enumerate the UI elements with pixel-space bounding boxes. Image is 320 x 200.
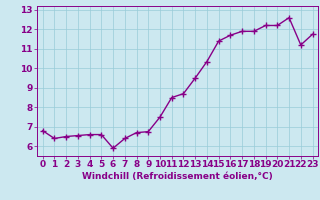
X-axis label: Windchill (Refroidissement éolien,°C): Windchill (Refroidissement éolien,°C) bbox=[82, 172, 273, 181]
